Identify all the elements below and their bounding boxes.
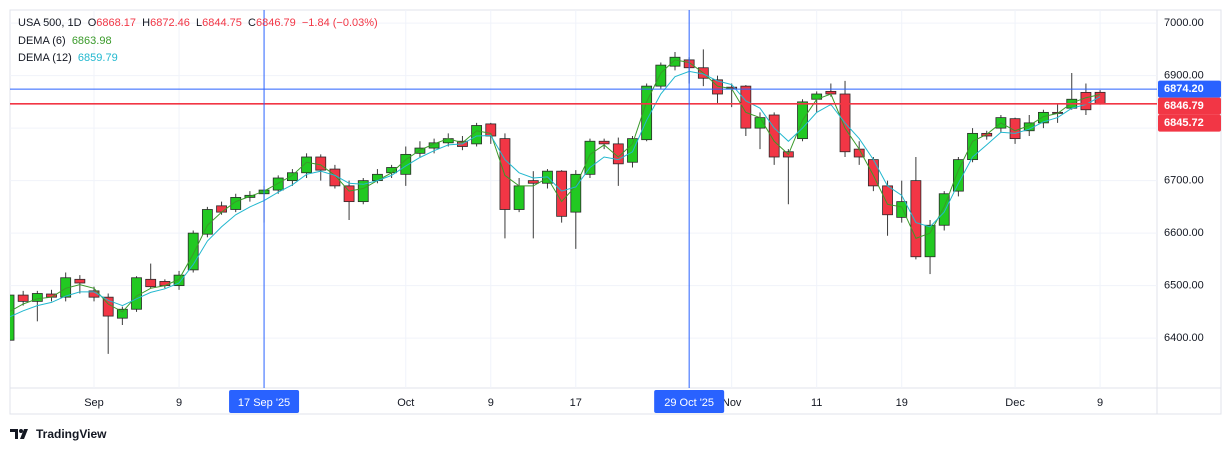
candle-body <box>513 185 525 210</box>
price-label-box <box>1158 97 1221 115</box>
ohlc-value: 6844.75 <box>202 17 242 29</box>
price-label: 6846.79 <box>1164 100 1204 112</box>
price-label-box <box>1158 114 1221 132</box>
crosshair-date-box <box>654 390 725 413</box>
ohlc-prefix: L <box>196 17 203 29</box>
y-tick-label: 6700.00 <box>1164 175 1204 187</box>
ohlc-prefix: C <box>248 17 256 29</box>
x-tick-label: 9 <box>488 397 494 409</box>
candle-body <box>584 140 596 175</box>
x-tick-label: 17 <box>570 397 582 409</box>
candle-body <box>471 125 483 145</box>
candle-body <box>315 156 327 171</box>
candle-body <box>967 132 978 161</box>
candle-body <box>272 177 284 191</box>
change: −1.84 (−0.03%) <box>301 17 378 29</box>
candle-body <box>768 114 780 158</box>
candle-body <box>357 180 369 203</box>
candle-body <box>655 64 667 87</box>
candle-body <box>1038 111 1049 124</box>
candle-body <box>145 278 157 288</box>
candle-body <box>612 143 624 165</box>
x-tick-label: Nov <box>722 397 742 409</box>
candle-body <box>329 168 341 187</box>
ohlc-prefix: H <box>142 17 151 29</box>
legend-name: DEMA (6) <box>18 35 66 47</box>
candle-body <box>10 294 15 341</box>
x-tick-label: 9 <box>1097 397 1103 409</box>
candle-body <box>187 232 199 271</box>
legend-name: DEMA (12) <box>18 52 72 64</box>
candle-body <box>627 138 638 163</box>
candle-body <box>301 156 312 174</box>
x-tick-label: Oct <box>397 397 414 409</box>
legend-ohlc: USA 500, 1D O6868.17 H6872.46 L6844.75 C… <box>18 16 378 30</box>
y-tick-label: 6900.00 <box>1164 70 1204 82</box>
x-tick-label: 19 <box>896 397 908 409</box>
crosshair-date-box <box>229 390 300 413</box>
candle-body <box>201 209 213 235</box>
candle-body <box>1094 91 1106 104</box>
crosshair-date: 29 Oct '25 <box>664 397 714 409</box>
y-tick-label: 6400.00 <box>1164 332 1204 344</box>
price-label: 6874.20 <box>1164 83 1204 95</box>
price-label: 6845.72 <box>1164 117 1204 129</box>
brand-logo <box>10 429 28 439</box>
crosshair-date: 17 Sep '25 <box>238 397 290 409</box>
grid <box>10 10 1157 388</box>
plot <box>10 10 1157 388</box>
axes: 6400.006500.006600.006700.006800.006900.… <box>84 17 1221 413</box>
candle-body <box>1080 92 1092 111</box>
candle-body <box>641 85 653 141</box>
candle-body <box>527 180 539 184</box>
candle-body <box>952 159 964 192</box>
dema-line <box>10 70 1101 318</box>
x-tick-label: Sep <box>84 397 104 409</box>
candle-body <box>74 278 86 284</box>
chart-frame <box>9 9 1222 415</box>
legend-dema-12: DEMA (12) 6859.79 <box>18 51 118 65</box>
candle-body <box>938 193 950 226</box>
x-tick-label: 9 <box>176 397 182 409</box>
candle-body <box>924 224 936 258</box>
candle-body <box>17 294 29 302</box>
candle-body <box>116 308 128 319</box>
brand: TradingView <box>36 427 107 441</box>
candle-body <box>896 201 908 218</box>
symbol: USA 500, 1D <box>18 17 82 29</box>
candle-body <box>230 197 242 210</box>
ohlc-prefix: O <box>87 17 97 29</box>
candle-body <box>570 173 582 213</box>
legend-dema-6: DEMA (6) 6863.98 <box>18 34 112 48</box>
legend-value: 6863.98 <box>71 35 112 47</box>
y-tick-label: 6600.00 <box>1164 227 1204 239</box>
candle-body <box>286 172 298 182</box>
ohlc-value: 6846.79 <box>255 17 296 29</box>
candle-body <box>343 185 355 203</box>
x-tick-label: Dec <box>1005 397 1025 409</box>
dema-line <box>10 59 1101 313</box>
price-label-box <box>1158 80 1221 98</box>
candle-body <box>556 170 568 217</box>
candle-body <box>131 277 142 310</box>
candle-body <box>598 140 610 145</box>
candle-body <box>669 56 681 67</box>
y-tick-label: 6500.00 <box>1164 280 1204 292</box>
legend-value: 6859.79 <box>77 52 118 64</box>
ohlc-value: 6872.46 <box>150 17 190 29</box>
ohlc-value: 6868.17 <box>96 17 137 29</box>
footer: TradingView <box>10 427 106 441</box>
x-tick-label: 11 <box>811 397 822 409</box>
candle-body <box>428 142 440 149</box>
candle-body <box>740 85 752 129</box>
y-tick-label: 7000.00 <box>1164 17 1204 29</box>
candle-body <box>882 185 893 216</box>
candle-body <box>173 274 185 287</box>
candle-body <box>31 293 43 302</box>
candle-body <box>910 180 922 258</box>
